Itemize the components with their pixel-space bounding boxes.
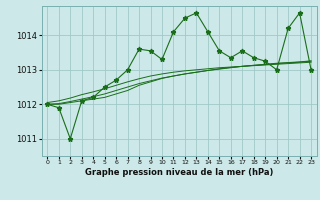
X-axis label: Graphe pression niveau de la mer (hPa): Graphe pression niveau de la mer (hPa) (85, 168, 273, 177)
